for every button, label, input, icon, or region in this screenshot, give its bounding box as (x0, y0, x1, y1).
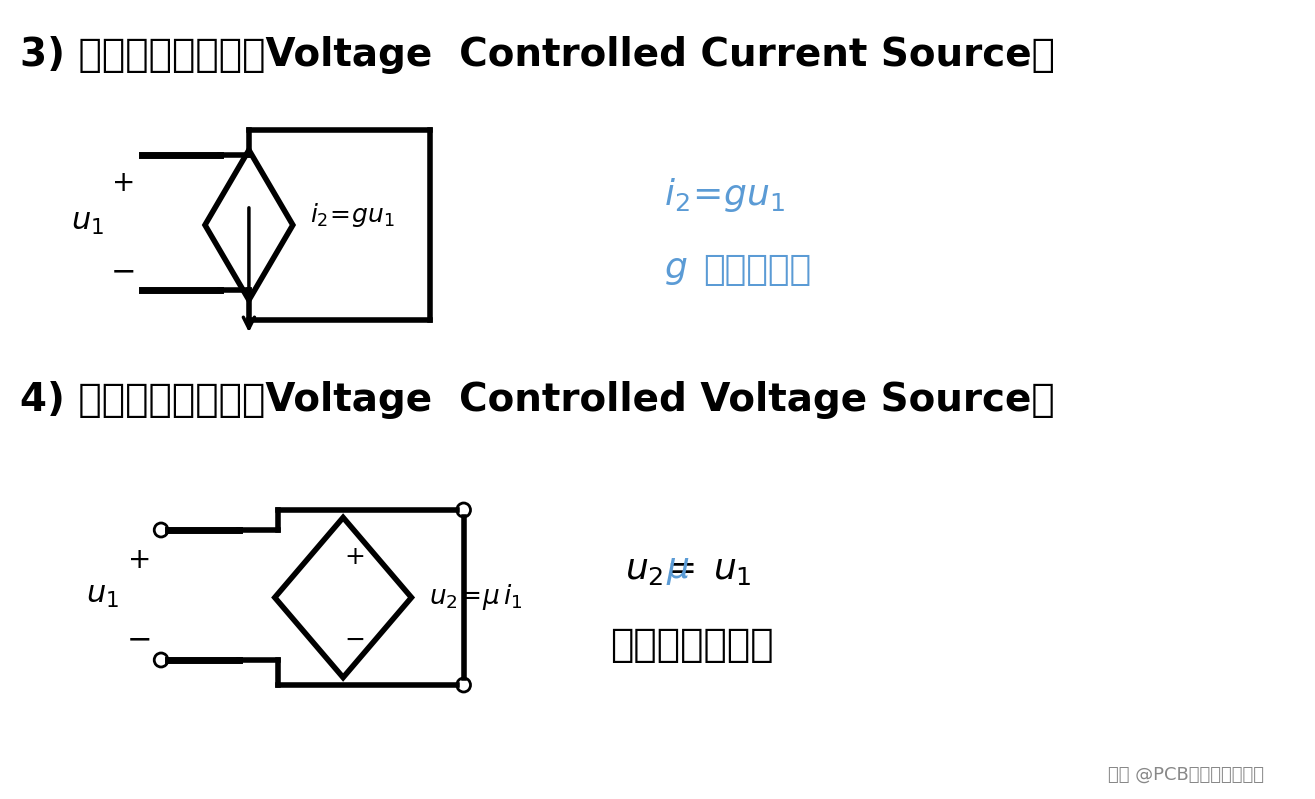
Text: $u_1$: $u_1$ (71, 208, 104, 237)
Text: +: + (128, 546, 151, 574)
Text: $u_2\!=$: $u_2\!=$ (625, 553, 694, 587)
Text: +: + (112, 169, 135, 197)
Text: −: − (126, 626, 153, 654)
Text: $g$: $g$ (664, 253, 688, 287)
Text: $u_2\!=\!\mu\, i_1$: $u_2\!=\!\mu\, i_1$ (429, 582, 522, 613)
Text: ：电压放大倍数: ：电压放大倍数 (610, 626, 773, 664)
Text: +: + (345, 546, 366, 570)
Text: $u_1$: $u_1$ (713, 553, 751, 587)
Text: −: − (345, 627, 366, 651)
Text: 头条 @PCB比技之指点江山: 头条 @PCB比技之指点江山 (1109, 766, 1264, 784)
Text: $i_2\!=\!gu_1$: $i_2\!=\!gu_1$ (664, 176, 785, 214)
Text: 3) 电压控制电流源（Voltage  Controlled Current Source）: 3) 电压控制电流源（Voltage Controlled Current So… (20, 36, 1055, 74)
Text: $i_2\!=\!gu_1$: $i_2\!=\!gu_1$ (310, 201, 394, 229)
Text: 4) 电压控制电压源（Voltage  Controlled Voltage Source）: 4) 电压控制电压源（Voltage Controlled Voltage So… (20, 381, 1055, 419)
Text: $\mu$: $\mu$ (667, 553, 690, 587)
Text: $u_1$: $u_1$ (85, 581, 118, 610)
Text: ：转移导纳: ：转移导纳 (702, 253, 811, 287)
Text: −: − (112, 257, 137, 287)
